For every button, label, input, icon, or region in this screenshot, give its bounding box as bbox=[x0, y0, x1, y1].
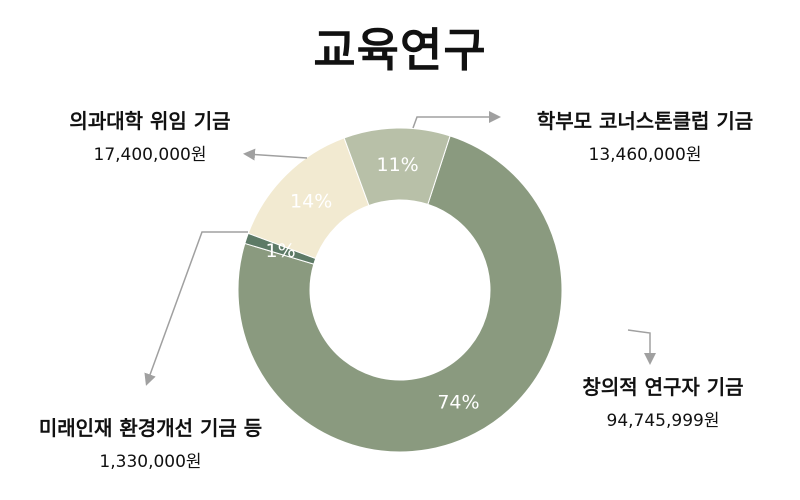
slice-amount: 1,330,000원 bbox=[99, 452, 202, 472]
slice-name: 의과대학 위임 기금 bbox=[69, 109, 231, 133]
donut-slice bbox=[237, 135, 563, 453]
leader-lines-group bbox=[144, 111, 656, 386]
slice-name: 미래인재 환경개선 기금 등 bbox=[38, 416, 263, 440]
leader-line bbox=[243, 148, 308, 161]
slice-amount: 17,400,000원 bbox=[93, 145, 207, 165]
slice-label-future-talent-fund: 미래인재 환경개선 기금 등 1,330,000원 bbox=[8, 412, 293, 472]
slice-amount: 13,460,000원 bbox=[588, 145, 702, 165]
slice-label-research-fund: 창의적 연구자 기금 94,745,999원 bbox=[548, 371, 778, 431]
slice-name: 학부모 코너스톤클럽 기금 bbox=[536, 109, 754, 133]
donut-slice bbox=[343, 127, 451, 207]
leader-line bbox=[627, 329, 656, 365]
percent-labels-group: 74% 1% 14% 11% bbox=[265, 154, 479, 414]
slice-label-medical-school-fund: 의과대학 위임 기금 17,400,000원 bbox=[40, 105, 260, 165]
percent-label: 14% bbox=[290, 191, 332, 213]
percent-label: 1% bbox=[265, 240, 295, 262]
slice-amount: 94,745,999원 bbox=[606, 411, 720, 431]
chart-title: 교육연구 bbox=[313, 23, 487, 77]
leader-line bbox=[144, 231, 248, 386]
slice-label-parents-club-fund: 학부모 코너스톤클럽 기금 13,460,000원 bbox=[510, 105, 780, 165]
percent-label: 74% bbox=[437, 392, 479, 414]
percent-label: 11% bbox=[376, 154, 418, 176]
slice-name: 창의적 연구자 기금 bbox=[582, 375, 744, 399]
leader-line bbox=[412, 111, 501, 129]
slices-group bbox=[237, 127, 563, 453]
